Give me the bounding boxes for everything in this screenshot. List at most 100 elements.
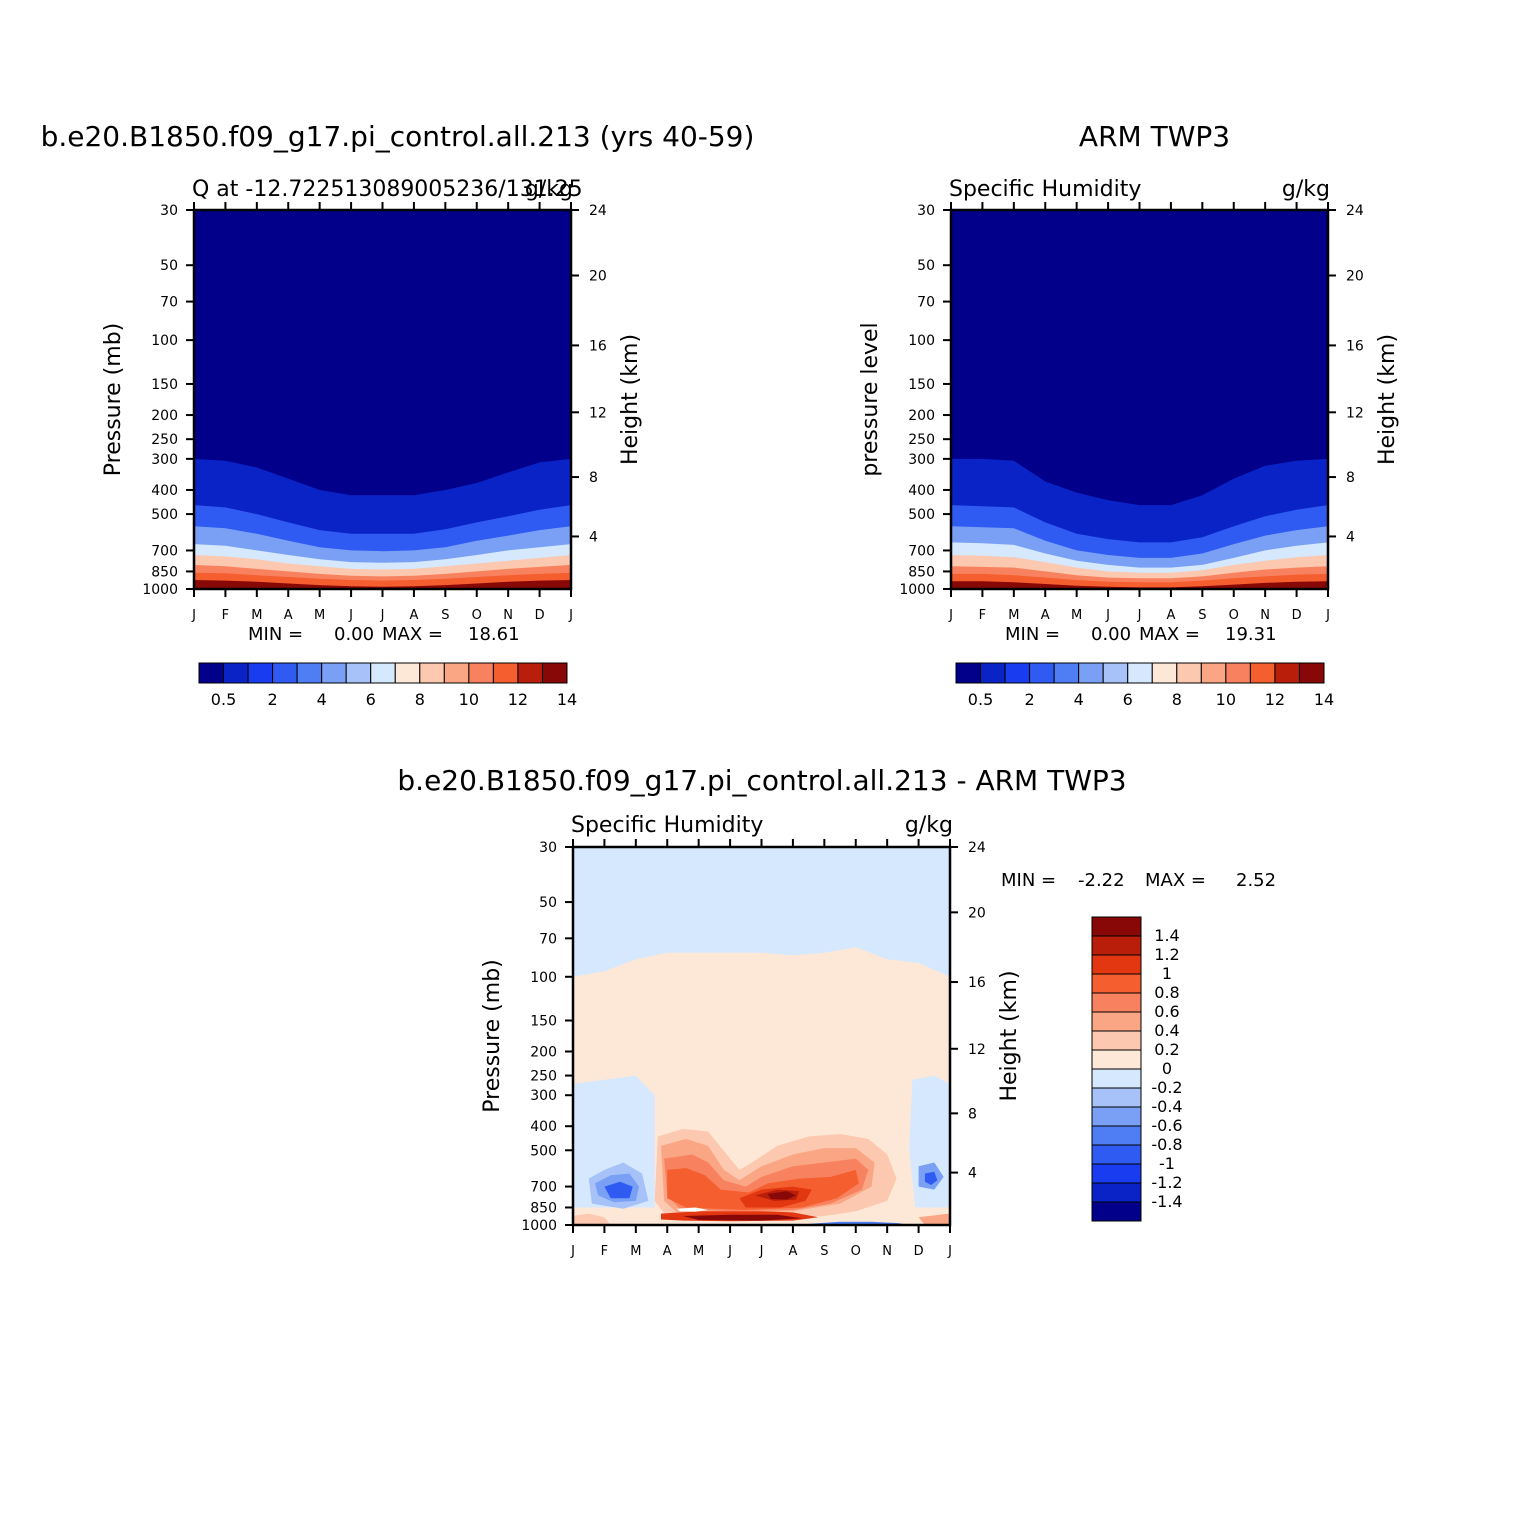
x-tick-label: A xyxy=(409,608,418,623)
colorbar-label: 1 xyxy=(1162,964,1172,983)
y-tick-label: 250 xyxy=(151,432,178,448)
y-tick-label: 700 xyxy=(908,543,935,559)
x-tick-label: J xyxy=(570,1244,575,1259)
x-tick-label: M xyxy=(314,608,325,623)
y-tick-label: 850 xyxy=(151,564,178,580)
band-pos-7 xyxy=(767,1191,797,1200)
colorbar-swatch xyxy=(198,662,225,684)
colorbar-swatch xyxy=(1091,1201,1142,1222)
x-tick-label: J xyxy=(380,608,385,623)
colorbar-swatch xyxy=(1225,662,1251,684)
colorbar-label: 0.4 xyxy=(1154,1021,1179,1040)
colorbar-swatch xyxy=(1127,662,1153,684)
y-tick-label: 500 xyxy=(530,1143,557,1159)
contour-band-14 xyxy=(194,580,571,589)
colorbar-label: 8 xyxy=(1172,690,1182,709)
x-tick-label: J xyxy=(727,1244,732,1259)
colorbar-label: 6 xyxy=(1123,690,1133,709)
y-right-tick-label: 12 xyxy=(589,405,607,421)
y-right-axis-label: Height (km) xyxy=(997,970,1022,1101)
y-right-tick-label: 12 xyxy=(968,1042,986,1058)
x-tick-label: J xyxy=(1105,608,1110,623)
x-tick-label: J xyxy=(948,608,953,623)
x-tick-label: M xyxy=(693,1244,704,1259)
x-tick-label: S xyxy=(441,608,449,623)
colorbar-label: -1.4 xyxy=(1151,1192,1182,1211)
panel-2: 3050701001502002503004005007008501000242… xyxy=(397,764,1276,1259)
max-label: MAX = xyxy=(382,624,443,645)
colorbar-swatch xyxy=(1004,662,1031,684)
y-right-tick-label: 24 xyxy=(968,840,986,856)
x-tick-label: J xyxy=(1137,608,1142,623)
y-tick-label: 400 xyxy=(908,483,935,499)
plot-frame xyxy=(949,208,1330,591)
colorbar-label: 2 xyxy=(268,690,278,709)
x-tick-label: J xyxy=(568,608,573,623)
y-tick-label: 200 xyxy=(151,408,178,424)
contour-band-14 xyxy=(951,581,1328,589)
y-right-tick-label: 20 xyxy=(1346,269,1364,285)
y-tick-label: 300 xyxy=(530,1088,557,1104)
colorbar-swatch xyxy=(1091,1125,1142,1146)
colorbar-swatch xyxy=(247,662,274,684)
colorbar-swatch xyxy=(345,662,372,684)
x-tick-label: O xyxy=(1229,608,1239,623)
x-tick-label: D xyxy=(914,1244,924,1259)
y-tick-label: 850 xyxy=(530,1200,557,1216)
band-surface-left xyxy=(573,1213,611,1225)
plot-frame xyxy=(571,845,952,1227)
colorbar-label: 1.4 xyxy=(1154,926,1179,945)
colorbar-swatch xyxy=(1091,1068,1142,1089)
panel-0: 3050701001502002503004005007008501000242… xyxy=(41,120,755,709)
y-tick-label: 70 xyxy=(917,295,935,311)
x-tick-label: D xyxy=(535,608,545,623)
x-tick-label: N xyxy=(503,608,513,623)
x-tick-label: S xyxy=(1198,608,1206,623)
colorbar-swatch xyxy=(321,662,347,684)
y-right-tick-label: 20 xyxy=(968,905,986,921)
min-label: MIN = xyxy=(1005,624,1060,645)
y-right-tick-label: 16 xyxy=(1346,338,1364,354)
y-right-axis-label: Height (km) xyxy=(618,334,643,465)
colorbar-label: 2 xyxy=(1025,690,1035,709)
colorbar-swatch xyxy=(1091,1144,1142,1165)
y-tick-label: 150 xyxy=(908,377,935,393)
colorbar-label: -0.6 xyxy=(1151,1116,1182,1135)
x-tick-label: O xyxy=(472,608,482,623)
y-tick-label: 150 xyxy=(151,377,178,393)
y-tick-label: 30 xyxy=(917,203,935,219)
max-label: MAX = xyxy=(1139,624,1200,645)
colorbar-label: 12 xyxy=(1265,690,1285,709)
x-tick-label: J xyxy=(1325,608,1330,623)
min-value: 0.00 xyxy=(334,624,374,645)
colorbar-swatch xyxy=(1151,662,1178,684)
colorbar-label: 14 xyxy=(557,690,577,709)
x-tick-label: N xyxy=(1260,608,1270,623)
x-tick-label: F xyxy=(222,608,229,623)
colorbar-label: 4 xyxy=(1074,690,1084,709)
y-right-tick-label: 24 xyxy=(1346,203,1364,219)
x-tick-label: F xyxy=(979,608,986,623)
colorbar-swatch xyxy=(1091,973,1142,994)
max-value: 18.61 xyxy=(468,624,520,645)
colorbar-label: 0.5 xyxy=(968,690,993,709)
x-tick-label: F xyxy=(601,1244,608,1259)
x-tick-label: J xyxy=(348,608,353,623)
y-tick-label: 70 xyxy=(160,295,178,311)
colorbar-swatch xyxy=(1029,662,1055,684)
colorbar-swatch xyxy=(468,662,494,684)
colorbar-swatch xyxy=(1091,1106,1142,1127)
y-tick-label: 70 xyxy=(539,931,557,947)
x-tick-label: N xyxy=(882,1244,892,1259)
y-right-tick-label: 20 xyxy=(589,269,607,285)
colorbar-swatch xyxy=(1091,954,1142,975)
colorbar-label: 1.2 xyxy=(1154,945,1179,964)
panel-left-label: Specific Humidity xyxy=(571,813,763,838)
y-tick-label: 300 xyxy=(151,452,178,468)
y-right-tick-label: 24 xyxy=(589,203,607,219)
band-surface-right xyxy=(918,1213,950,1225)
colorbar-swatch xyxy=(1091,992,1142,1013)
colorbar: 0.5 2 4 6 8 10 12 14 xyxy=(955,662,1334,709)
x-tick-label: M xyxy=(251,608,262,623)
band-surface-2 xyxy=(683,1214,803,1221)
